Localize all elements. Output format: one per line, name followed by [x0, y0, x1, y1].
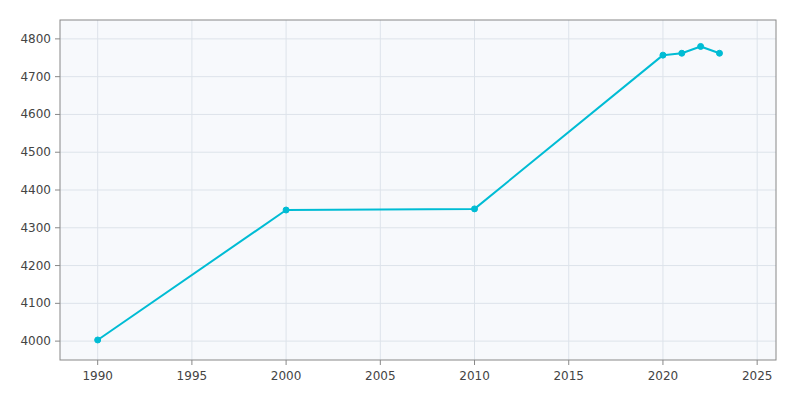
y-tick-label: 4100 — [20, 296, 51, 310]
point — [472, 206, 478, 212]
point — [679, 50, 685, 56]
x-tick-label: 2010 — [459, 369, 490, 383]
plot-background — [60, 20, 776, 360]
y-tick — [55, 341, 60, 342]
chart-svg: 1990 1995 2000 2005 2010 2015 2020 2025 4000 4100… — [0, 0, 800, 400]
point — [698, 43, 704, 49]
y-tick-label: 4600 — [20, 107, 51, 121]
x-tick — [380, 360, 381, 365]
grid — [60, 20, 776, 360]
y-tick — [55, 227, 60, 228]
y-tick-label: 4000 — [20, 334, 51, 348]
point — [716, 50, 722, 56]
point — [95, 337, 101, 343]
y-grid-line — [60, 303, 776, 304]
y-tick-label: 4200 — [20, 259, 51, 273]
point — [283, 207, 289, 213]
line — [98, 46, 720, 340]
y-grid-line — [60, 114, 776, 115]
x-tick-label: 2020 — [648, 369, 679, 383]
axes: 1990 1995 2000 2005 2010 2015 2020 2025 4000 4100… — [20, 32, 772, 383]
point — [660, 52, 666, 58]
y-tick-label: 4400 — [20, 183, 51, 197]
x-tick — [662, 360, 663, 365]
y-tick-label: 4700 — [20, 70, 51, 84]
y-tick — [55, 190, 60, 191]
x-tick-label: 1990 — [82, 369, 113, 383]
x-tick-label: 2000 — [271, 369, 302, 383]
x-tick-label: 1995 — [177, 369, 208, 383]
y-tick-label: 4800 — [20, 32, 51, 46]
x-tick — [191, 360, 192, 365]
y-grid-line — [60, 38, 776, 39]
y-tick — [55, 76, 60, 77]
y-tick — [55, 114, 60, 115]
plot-frame — [60, 20, 776, 360]
chart-container: 1990 1995 2000 2005 2010 2015 2020 2025 4000 4100… — [0, 0, 800, 400]
x-tick — [568, 360, 569, 365]
y-tick — [55, 152, 60, 153]
series — [95, 43, 723, 343]
y-grid-line — [60, 341, 776, 342]
y-grid-line — [60, 76, 776, 77]
y-grid-line — [60, 152, 776, 153]
y-grid-line — [60, 265, 776, 266]
x-tick-label: 2005 — [365, 369, 396, 383]
x-tick — [757, 360, 758, 365]
y-tick — [55, 265, 60, 266]
x-tick — [474, 360, 475, 365]
x-tick-label: 2015 — [553, 369, 584, 383]
y-grid-line — [60, 227, 776, 228]
x-tick-label: 2025 — [742, 369, 773, 383]
y-tick-label: 4500 — [20, 145, 51, 159]
y-grid-line — [60, 190, 776, 191]
y-tick-label: 4300 — [20, 221, 51, 235]
x-tick — [97, 360, 98, 365]
y-tick — [55, 303, 60, 304]
y-tick — [55, 38, 60, 39]
x-tick — [286, 360, 287, 365]
